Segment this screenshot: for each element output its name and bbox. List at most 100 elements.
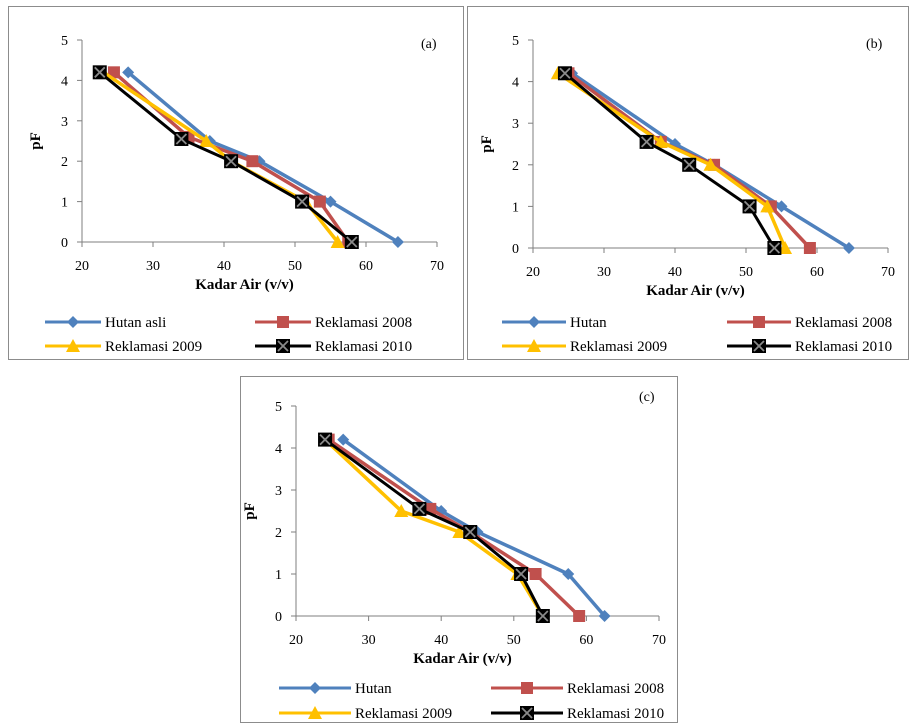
y-axis-title: pF <box>28 132 44 150</box>
x-tick-label: 40 <box>217 259 231 274</box>
data-point <box>122 66 135 79</box>
legend: Hutan Reklamasi 2008 Reklamasi 2009 Reklama… <box>279 681 664 722</box>
x-tick-label: 60 <box>579 633 593 648</box>
x-tick-label: 30 <box>597 265 611 280</box>
data-point <box>767 241 782 255</box>
y-tick-label: 4 <box>275 442 282 457</box>
x-tick-label: 50 <box>507 633 521 648</box>
y-tick-label: 1 <box>275 568 282 583</box>
legend-label: Reklamasi 2009 <box>570 339 667 355</box>
legend-label: Reklamasi 2010 <box>567 706 664 722</box>
x-tick-label: 20 <box>75 259 89 274</box>
x-tick-label: 30 <box>362 633 376 648</box>
series-reklamasi-2008 <box>322 433 586 622</box>
x-axis-title: Kadar Air (v/v) <box>413 651 512 667</box>
legend-item: Reklamasi 2008 <box>727 315 892 331</box>
panel-label: (c) <box>639 390 655 405</box>
y-tick-label: 5 <box>275 400 282 415</box>
data-point <box>313 195 326 208</box>
data-point <box>742 199 757 214</box>
y-tick-label: 1 <box>512 200 519 215</box>
legend-label: Reklamasi 2010 <box>315 339 412 355</box>
data-point <box>174 131 189 146</box>
data-point <box>775 200 788 213</box>
series-hutan <box>337 433 611 622</box>
series-reklamasi-2010 <box>318 432 550 623</box>
x-tick-label: 60 <box>359 259 373 274</box>
data-point <box>92 65 107 80</box>
axes: 0 1 2 3 4 5 20 30 40 50 60 70 <box>275 400 666 648</box>
legend-item: Reklamasi 2009 <box>502 339 667 355</box>
y-tick-label: 0 <box>61 236 68 251</box>
data-point <box>337 433 350 446</box>
legend-marker <box>527 339 541 352</box>
legend-marker <box>528 316 540 328</box>
data-point <box>514 567 529 581</box>
legend-label: Hutan <box>570 315 607 331</box>
x-tick-label: 70 <box>881 265 895 280</box>
y-tick-label: 3 <box>275 484 282 499</box>
legend-item: Hutan <box>502 315 607 331</box>
data-point <box>324 195 337 208</box>
y-tick-label: 5 <box>61 34 68 49</box>
chart-panel-c: 0 1 2 3 4 5 20 30 40 50 60 70 Kadar Air (v/v) pF (c) Hu… <box>240 376 678 723</box>
legend-item: Reklamasi 2009 <box>45 339 202 355</box>
panel-label: (b) <box>866 37 883 52</box>
legend-marker <box>66 339 80 352</box>
chart-panel-b: 0 1 2 3 4 5 20 30 40 50 60 70 Kadar Air (v/v) pF (b) Hu… <box>467 6 909 360</box>
data-point <box>803 242 816 254</box>
legend-marker <box>520 706 534 720</box>
y-tick-label: 3 <box>512 117 519 132</box>
series-hutan-asli <box>122 66 404 248</box>
legend-item: Reklamasi 2010 <box>727 339 892 355</box>
data-point <box>639 134 654 149</box>
data-point <box>199 134 214 147</box>
chart-b-svg: 0 1 2 3 4 5 20 30 40 50 60 70 Kadar Air (v/v) pF (b) Hu… <box>479 34 895 355</box>
y-tick-label: 2 <box>512 159 519 174</box>
series-line <box>556 71 787 249</box>
legend-marker <box>309 682 321 694</box>
x-tick-label: 60 <box>810 265 824 280</box>
data-point <box>246 155 259 168</box>
data-point <box>452 525 467 538</box>
data-point <box>412 501 427 516</box>
series-line <box>324 438 545 617</box>
legend-item: Reklamasi 2010 <box>491 706 664 722</box>
data-point <box>535 609 550 623</box>
series-line <box>563 72 776 249</box>
data-point <box>573 610 586 622</box>
x-axis-title: Kadar Air (v/v) <box>646 283 745 299</box>
data-point <box>224 154 239 169</box>
chart-a-svg: 0 1 2 3 4 5 20 30 40 50 60 70 Kadar Air (v/v) pF (a) Hu… <box>28 34 444 355</box>
y-tick-label: 5 <box>512 34 519 49</box>
series-reklamasi-2010 <box>92 65 359 249</box>
x-tick-label: 40 <box>434 633 448 648</box>
legend-item: Hutan <box>279 681 392 697</box>
legend-label: Reklamasi 2008 <box>795 315 892 331</box>
data-point <box>344 235 359 249</box>
y-tick-label: 2 <box>275 526 282 541</box>
legend-marker <box>752 339 766 353</box>
data-point <box>463 525 478 539</box>
y-axis-title: pF <box>479 135 495 153</box>
data-point <box>529 568 542 580</box>
data-point <box>394 504 409 517</box>
legend-item: Reklamasi 2008 <box>491 681 664 697</box>
y-tick-label: 2 <box>61 155 68 170</box>
data-point <box>703 157 718 171</box>
y-tick-label: 0 <box>512 242 519 257</box>
axes: 0 1 2 3 4 5 20 30 40 50 60 70 <box>61 34 444 274</box>
series-line <box>327 438 581 618</box>
data-point <box>557 66 572 81</box>
series-reklamasi-2009 <box>550 66 793 254</box>
x-tick-label: 70 <box>430 259 444 274</box>
data-point <box>682 157 697 172</box>
y-tick-label: 3 <box>61 115 68 130</box>
legend-marker <box>277 316 289 328</box>
legend-label: Hutan asli <box>105 315 166 331</box>
legend-label: Reklamasi 2009 <box>105 339 202 355</box>
axes: 0 1 2 3 4 5 20 30 40 50 60 70 <box>512 34 895 280</box>
legend-item: Reklamasi 2008 <box>255 315 412 331</box>
series-line <box>127 70 399 244</box>
panel-label: (a) <box>421 37 437 52</box>
